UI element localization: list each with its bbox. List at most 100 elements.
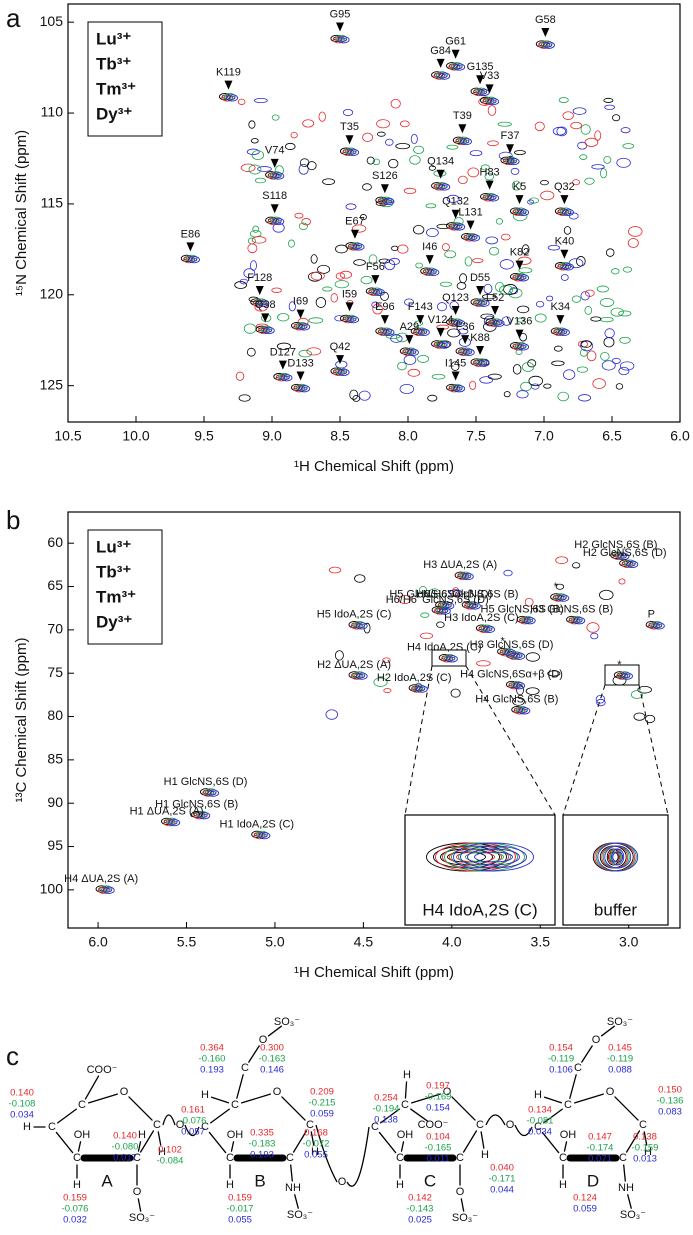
arrow: [436, 58, 445, 68]
legend-entry: Tm³⁺: [96, 587, 136, 606]
peak: [250, 298, 270, 307]
y-tick-label: 105: [40, 13, 64, 29]
arrow: [296, 309, 305, 319]
shift-value: 0.055: [228, 1215, 252, 1226]
peak: [218, 93, 239, 102]
peak-contour: [456, 321, 463, 326]
peak-label: H2 ΔUA,2S (A): [317, 659, 391, 671]
arrow: [336, 22, 344, 32]
peak-contour: [385, 199, 392, 204]
contour: [555, 556, 569, 565]
peak-contour: [438, 72, 451, 80]
contour: [600, 351, 610, 361]
peak-contour: [448, 385, 461, 393]
peak: [480, 192, 500, 202]
bond: [137, 1141, 142, 1152]
arrow: [345, 135, 354, 145]
peak-contour: [332, 368, 345, 376]
contour: [524, 597, 534, 607]
bond: [574, 1093, 604, 1104]
atom: C: [401, 1099, 409, 1111]
contour: [615, 383, 624, 390]
contour: [404, 298, 415, 306]
contour: [495, 281, 505, 293]
contour: [487, 373, 502, 380]
bond: [614, 1096, 639, 1121]
peak-contour: [485, 627, 493, 632]
atom: H: [311, 1146, 319, 1158]
arrow: [485, 84, 494, 94]
peak: [446, 222, 466, 231]
peak-contour: [557, 594, 570, 602]
contour: [234, 281, 247, 289]
contour: [257, 166, 272, 172]
peak-contour: [413, 684, 426, 692]
peak-label: G84: [430, 45, 451, 57]
bond: [625, 1130, 641, 1153]
contour: [633, 712, 646, 721]
peak-label: H83: [480, 167, 500, 179]
shift-value: -0.108: [9, 1099, 36, 1110]
peak-contour: [462, 348, 475, 356]
arrow: [405, 335, 414, 345]
contour: [584, 137, 599, 147]
peak-label: S118: [262, 190, 287, 202]
peak-contour: [472, 359, 485, 367]
peak: [431, 71, 451, 80]
peak-contour: [433, 72, 446, 80]
peak-contour: [453, 385, 466, 393]
peak-contour: [480, 301, 487, 306]
contour: [302, 119, 315, 128]
contour: [514, 150, 526, 155]
peak-contour: [621, 672, 633, 680]
inset-contour: [456, 851, 495, 863]
peak-contour: [438, 607, 451, 615]
contour: [580, 340, 592, 348]
peak-contour: [621, 560, 634, 568]
peak-contour: [418, 687, 426, 692]
shift-value: -0.183: [249, 1139, 276, 1150]
inset-contour: [453, 842, 534, 872]
peak-contour: [519, 275, 527, 280]
peak-contour: [477, 359, 490, 367]
peak-contour: [347, 315, 360, 324]
contour: [500, 233, 511, 241]
contour-field: [234, 97, 643, 402]
peak-label: D55: [470, 272, 490, 284]
peak-contour: [560, 596, 567, 601]
peak-contour: [261, 833, 268, 838]
bond: [248, 1045, 260, 1063]
contour: [516, 390, 529, 399]
contour: [444, 250, 457, 259]
contour: [420, 612, 430, 618]
peak-contour: [472, 299, 485, 307]
peak-label: H2 GlcNS,6S (D): [583, 547, 667, 559]
peak-contour: [435, 340, 448, 348]
peak-contour: [433, 341, 446, 349]
arrow: [451, 49, 460, 59]
contour: [397, 244, 409, 254]
contour: [563, 226, 572, 235]
bond: [139, 1130, 155, 1153]
peak: [500, 156, 520, 166]
contour: [600, 168, 608, 179]
shift-value: -0.159: [632, 1143, 659, 1154]
peak-contour: [559, 262, 572, 270]
peak-contour: [256, 830, 268, 839]
peak: [291, 322, 311, 331]
peak-label: H2 IdoA,2S (C): [377, 672, 452, 684]
peak-contour: [198, 812, 211, 820]
contour: [595, 694, 606, 704]
contour: [517, 317, 525, 323]
peak-contour: [477, 299, 490, 307]
peak-contour: [507, 157, 520, 166]
peak-contour: [472, 88, 485, 97]
peak: [199, 788, 220, 797]
peak-contour: [295, 383, 308, 392]
contour: [247, 237, 256, 245]
shift-value: -0.119: [607, 1054, 633, 1065]
bond: [480, 1131, 485, 1149]
contour: [310, 254, 318, 264]
shift-value: 0.134: [528, 1105, 552, 1116]
atom: COO⁻: [87, 1064, 118, 1076]
